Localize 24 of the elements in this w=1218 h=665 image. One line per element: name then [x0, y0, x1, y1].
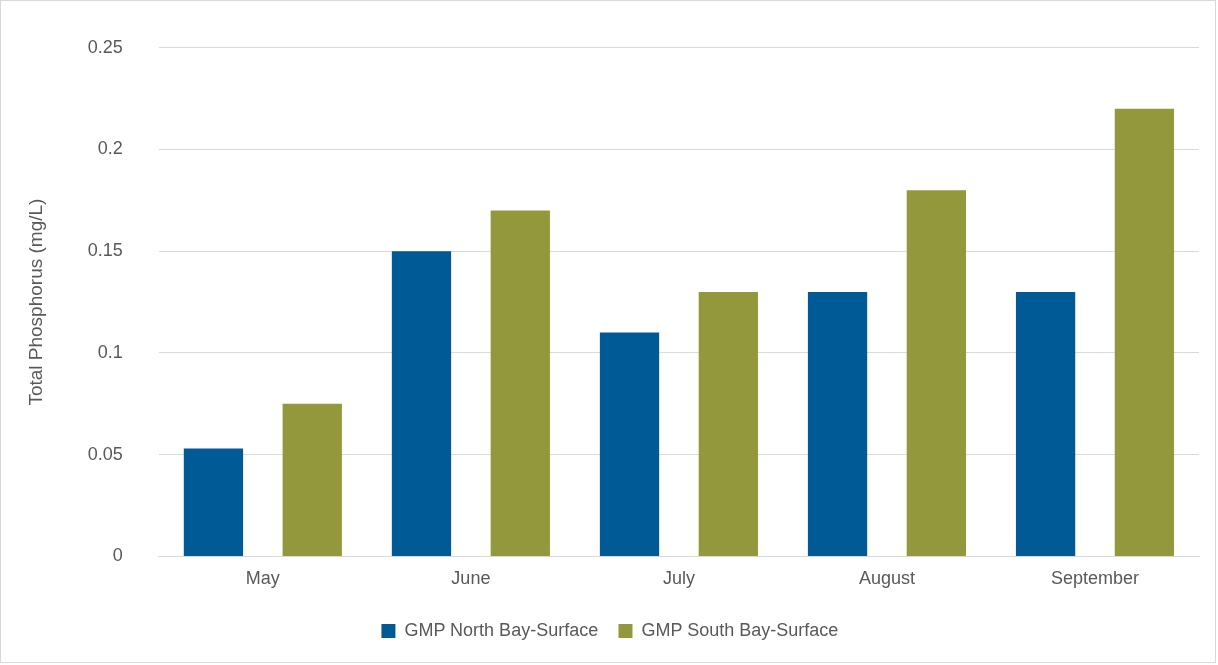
- y-axis-title: Total Phosphorus (mg/L): [24, 198, 46, 406]
- bar: [1015, 291, 1076, 556]
- x-tick-label: June: [451, 568, 491, 589]
- bar: [599, 332, 660, 556]
- bar: [490, 210, 550, 556]
- x-tick-label: May: [245, 568, 280, 589]
- y-tick-label: 0.2: [97, 138, 123, 159]
- x-tick-label: August: [858, 568, 915, 589]
- y-tick-label: 0.1: [97, 341, 123, 362]
- bar: [1114, 108, 1175, 556]
- bar: [906, 190, 966, 556]
- bar: [807, 291, 868, 556]
- bar: [282, 403, 342, 556]
- x-tick-label: July: [662, 568, 695, 589]
- y-tick-label: 0.05: [87, 443, 123, 464]
- y-tick-label: 0.25: [87, 36, 123, 57]
- bar: [183, 448, 244, 556]
- legend-label: GMP North Bay-Surface: [404, 619, 599, 640]
- bar: [698, 291, 758, 556]
- x-tick-label: September: [1050, 568, 1140, 589]
- legend-label: GMP South Bay-Surface: [641, 619, 839, 640]
- y-tick-label: 0.15: [87, 240, 123, 261]
- bar: [391, 251, 452, 556]
- y-tick-label: 0: [112, 545, 123, 566]
